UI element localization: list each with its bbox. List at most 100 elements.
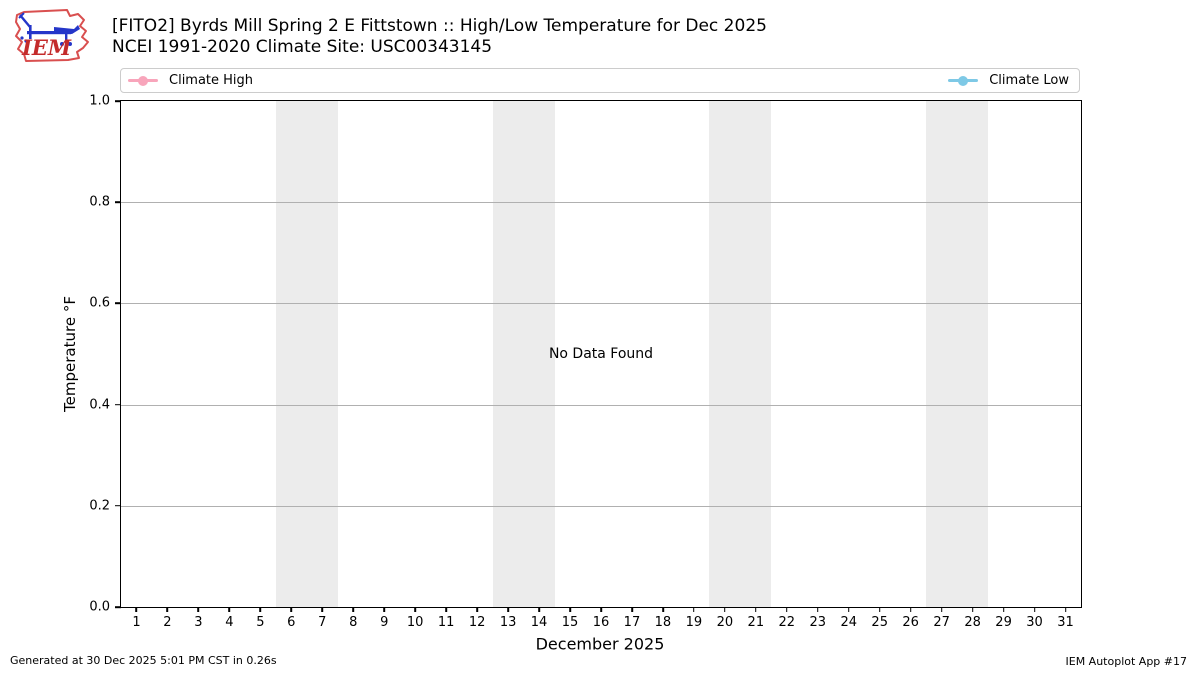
x-tick-label: 13 [499, 615, 517, 630]
y-gridline [121, 505, 1081, 507]
legend: Climate High Climate Low [120, 68, 1080, 93]
x-tick-mark [662, 607, 664, 612]
x-tick-label: 7 [318, 615, 327, 630]
x-tick-mark [878, 607, 881, 612]
x-tick-mark [321, 607, 324, 612]
x-tick-label: 31 [1057, 615, 1074, 630]
x-tick-label: 2 [163, 615, 172, 630]
legend-item-climate-low: Climate Low [948, 73, 1069, 88]
x-tick-label: 14 [530, 615, 548, 630]
x-tick-mark [569, 607, 571, 612]
climate-low-line-marker-icon [948, 75, 979, 86]
x-tick-mark [290, 607, 293, 612]
x-tick-mark [724, 607, 726, 612]
x-tick-label: 20 [716, 615, 734, 630]
x-tick-label: 12 [468, 615, 486, 630]
y-tick-label: 0.4 [89, 397, 110, 413]
legend-item-climate-high: Climate High [128, 73, 253, 88]
x-tick-mark [383, 607, 386, 612]
chart-title: [FITO2] Byrds Mill Spring 2 E Fittstown … [112, 16, 767, 36]
x-tick-label: 21 [747, 615, 765, 630]
x-tick-label: 26 [902, 615, 919, 630]
x-tick-mark [476, 607, 478, 612]
climate-high-line-marker-icon [128, 75, 158, 86]
x-tick-mark [538, 607, 540, 612]
x-tick-label: 6 [287, 615, 296, 630]
x-tick-mark [631, 607, 633, 612]
y-gridline [121, 404, 1081, 406]
x-tick-label: 15 [561, 615, 579, 630]
x-tick-label: 9 [380, 615, 389, 630]
x-tick-mark [414, 607, 416, 612]
weekend-band [275, 101, 338, 607]
x-tick-mark [816, 607, 819, 612]
x-tick-mark [445, 607, 447, 612]
x-tick-label: 27 [933, 615, 950, 630]
y-tick-label: 0.6 [89, 295, 110, 311]
x-tick-mark [135, 607, 138, 612]
iem-logo: IEM [10, 5, 92, 63]
x-tick-mark [166, 607, 169, 612]
x-tick-mark [1002, 607, 1005, 612]
x-tick-label: 30 [1026, 615, 1043, 630]
x-tick-mark [352, 607, 355, 612]
x-tick-label: 25 [871, 615, 888, 630]
x-tick-mark [197, 607, 200, 612]
y-tick-label: 1.0 [89, 93, 110, 109]
x-tick-mark [909, 607, 912, 612]
x-axis-label: December 2025 [535, 634, 665, 654]
y-tick-mark [115, 505, 121, 507]
x-tick-label: 3 [194, 615, 203, 630]
x-tick-label: 5 [256, 615, 265, 630]
generated-timestamp: Generated at 30 Dec 2025 5:01 PM CST in … [10, 654, 277, 667]
x-tick-mark [259, 607, 262, 612]
y-tick-label: 0.0 [89, 599, 110, 615]
y-axis-label: Temperature °F [61, 296, 79, 412]
y-tick-mark [115, 606, 121, 608]
iowa-outline-graphic: IEM [15, 9, 89, 62]
y-tick-mark [115, 201, 121, 203]
x-tick-label: 24 [840, 615, 858, 630]
x-tick-label: 29 [995, 615, 1012, 630]
x-tick-mark [1064, 607, 1067, 612]
legend-label-climate-low: Climate Low [989, 73, 1069, 88]
x-tick-label: 19 [685, 615, 703, 630]
x-tick-mark [600, 607, 602, 612]
x-tick-mark [786, 607, 788, 612]
x-tick-mark [755, 607, 757, 612]
y-tick-mark [115, 100, 121, 102]
x-tick-label: 22 [778, 615, 796, 630]
chart-subtitle: NCEI 1991-2020 Climate Site: USC00343145 [112, 37, 493, 57]
weekend-band [492, 101, 555, 607]
plot-area: 0.0 0.2 0.4 0.6 0.8 1.0 1 2 3 4 5 6 7 8 9 10 11 12 13 14 15 1… [89, 94, 1082, 630]
y-gridline [121, 202, 1081, 204]
x-tick-mark [507, 607, 509, 612]
x-tick-label: 18 [654, 615, 672, 630]
x-tick-label: 8 [349, 615, 358, 630]
iowa-outline [15, 9, 89, 62]
climate-low-dot-icon [958, 75, 969, 86]
x-tick-label: 1 [132, 615, 141, 630]
y-tick-label: 0.2 [89, 498, 110, 514]
x-tick-mark [228, 607, 231, 612]
iem-logo-text: IEM [21, 35, 72, 60]
x-tick-label: 28 [964, 615, 981, 630]
x-tick-label: 17 [623, 615, 641, 630]
weather-vane-icon [18, 12, 80, 46]
x-tick-label: 11 [437, 615, 455, 630]
x-tick-mark [1033, 607, 1036, 612]
x-tick-mark [847, 607, 850, 612]
x-tick-label: 4 [225, 615, 234, 630]
y-tick-mark [115, 302, 121, 305]
x-tick-mark [693, 607, 695, 612]
y-tick-label: 0.8 [89, 194, 110, 210]
y-gridline [121, 303, 1081, 305]
no-data-message: No Data Found [548, 346, 654, 362]
x-tick-mark [940, 607, 943, 612]
app-credit: IEM Autoplot App #17 [1065, 655, 1188, 668]
weekend-band [926, 101, 989, 607]
x-tick-mark [971, 607, 974, 612]
x-tick-label: 16 [592, 615, 610, 630]
y-tick-mark [115, 403, 121, 406]
